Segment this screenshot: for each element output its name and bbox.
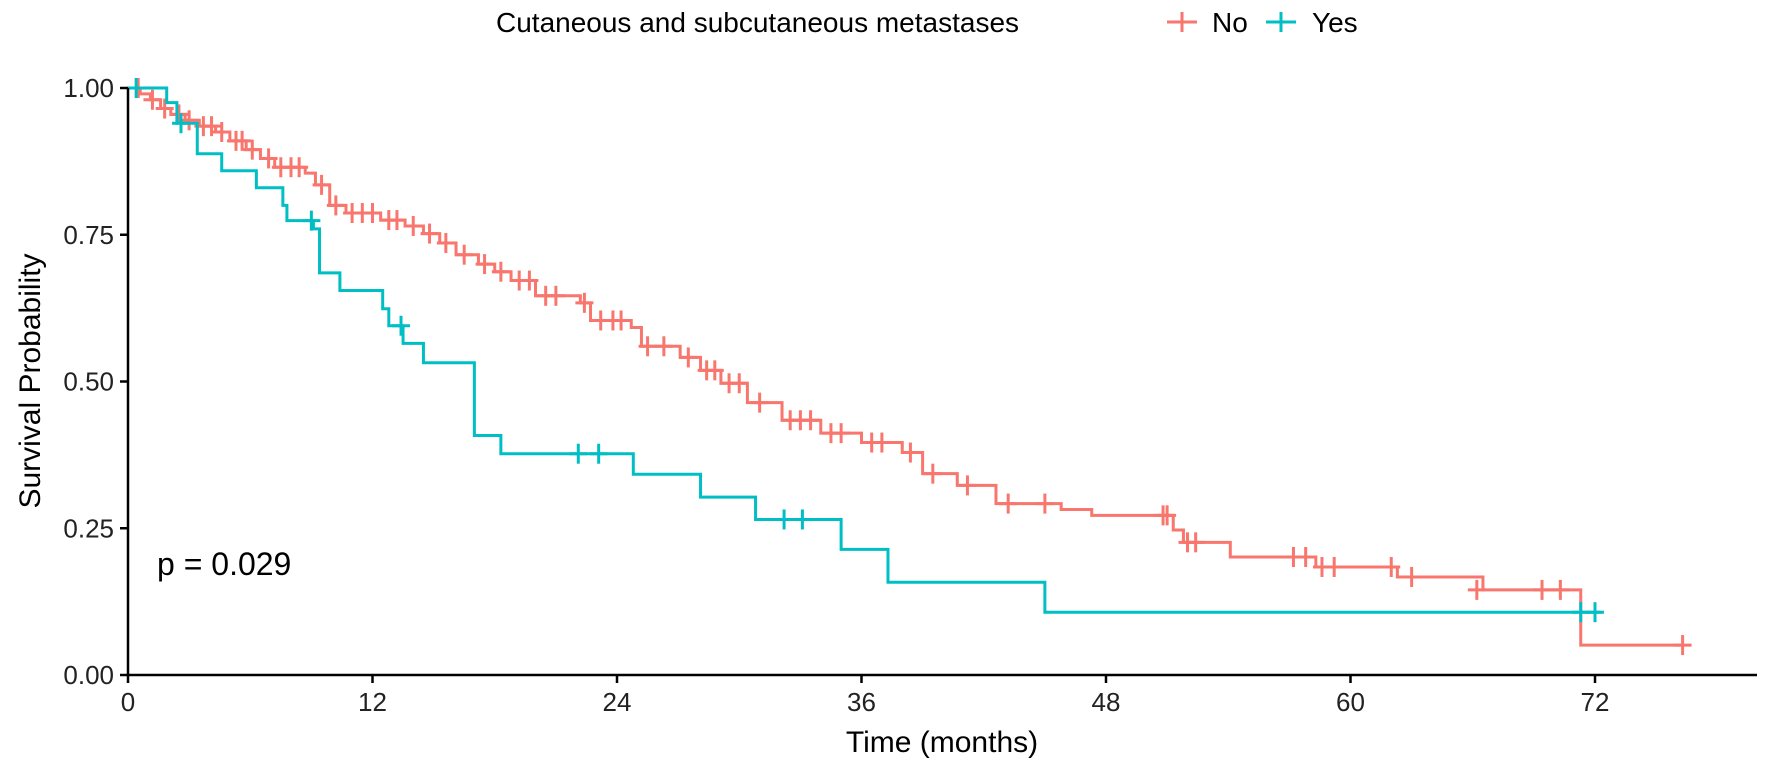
censor-mark-no [801,410,820,431]
censor-mark-no [1382,556,1401,577]
censor-mark-no [387,210,406,231]
x-tick-label: 0 [121,687,135,717]
censor-mark-no [1673,635,1692,656]
censor-mark-no [872,432,891,453]
censor-mark-no [491,261,510,282]
y-tick-label: 0.25 [63,513,114,543]
axes [126,88,1757,677]
censor-mark-no [169,104,188,125]
censor-mark-no [180,110,199,131]
censor-mark-no [1035,493,1054,514]
survival-curve-yes [128,86,1602,614]
censor-mark-yes [569,443,588,464]
censor-mark-no [705,360,724,381]
censor-mark-no [312,174,331,195]
censor-mark-no [1467,579,1486,600]
censor-mark-no [832,423,851,444]
censor-mark-no [1296,547,1315,568]
p-value-annotation: p = 0.029 [157,546,291,582]
legend: Cutaneous and subcutaneous metastases No… [496,7,1358,38]
x-tick-label: 12 [358,687,387,717]
y-ticks: 0.00 0.25 0.50 0.75 1.00 [63,73,128,690]
censor-mark-no [546,285,565,306]
x-tick-label: 36 [847,687,876,717]
censor-mark-no [730,373,749,394]
censor-mark-yes [171,113,190,134]
censor-mark-no [575,292,594,313]
censor-mark-yes [392,315,411,336]
censor-mark-no [155,98,174,119]
y-tick-label: 0.75 [63,220,114,250]
censor-mark-no [326,195,345,216]
censor-mark-no [143,89,162,110]
censor-mark-yes [127,78,146,98]
legend-label-yes: Yes [1312,7,1358,38]
legend-title: Cutaneous and subcutaneous metastases [496,7,1019,38]
censor-mark-no [290,157,309,178]
censor-mark-no [363,203,382,224]
censor-mark-no [958,475,977,496]
censor-mark-no [420,223,439,244]
censor-mark-no [404,215,423,236]
x-tick-label: 48 [1092,687,1121,717]
legend-label-no: No [1212,7,1248,38]
censor-mark-yes [793,509,812,530]
censor-mark-no [750,392,769,413]
censor-mark-no [1533,579,1552,600]
y-tick-label: 0.00 [63,660,114,690]
censor-mark-no [1402,566,1421,587]
y-tick-label: 1.00 [63,73,114,103]
censor-mark-no [233,130,252,151]
censor-mark-no [259,148,278,169]
censor-mark-no [1325,556,1344,577]
censor-mark-no [455,244,474,265]
censor-mark-no [1551,579,1570,600]
censor-mark-yes [1586,602,1604,623]
legend-entry-yes: Yes [1266,7,1358,38]
censor-mark-no [212,122,231,143]
censor-mark-no [436,232,455,253]
censor-mark-no [243,139,262,160]
x-axis-title: Time (months) [846,726,1038,759]
censor-mark-yes [589,443,608,464]
censor-mark-no [520,270,539,291]
x-tick-label: 72 [1581,687,1610,717]
survival-curves [127,78,1692,656]
censor-mark-no [901,442,920,463]
censor-mark-no [202,116,221,137]
censor-mark-no [999,493,1018,514]
censor-mark-no [1186,532,1205,553]
censor-mark-yes [302,210,321,231]
censor-mark-no [612,310,631,331]
censor-mark-no [475,254,494,275]
censor-mark-no [1158,505,1177,526]
x-ticks: 0 12 24 36 48 60 72 [121,675,1610,717]
censor-mark-no [654,336,673,357]
censor-mark-yes [775,509,794,530]
censor-mark-no [679,347,698,368]
y-axis-title: Survival Probability [14,253,47,508]
x-tick-label: 60 [1336,687,1365,717]
x-tick-label: 24 [603,687,632,717]
censor-mark-no [923,463,942,484]
censor-mark-no [638,336,657,357]
survival-curve-no [128,86,1683,647]
legend-entry-no: No [1167,7,1248,38]
y-tick-label: 0.50 [63,367,114,397]
